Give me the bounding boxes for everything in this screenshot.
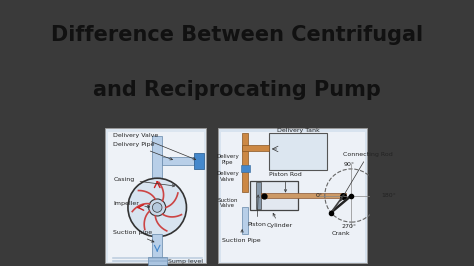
Text: Delivery
Pipe: Delivery Pipe <box>216 154 239 165</box>
Circle shape <box>128 178 186 237</box>
Text: Connecting Rod: Connecting Rod <box>340 152 393 201</box>
Bar <box>162 157 194 165</box>
Text: Delivery
Valve: Delivery Valve <box>216 171 239 182</box>
Bar <box>241 165 250 172</box>
Circle shape <box>149 199 166 216</box>
FancyBboxPatch shape <box>221 132 365 262</box>
Text: Sump level: Sump level <box>168 259 203 264</box>
Text: Crank: Crank <box>331 231 350 236</box>
Text: Suction pipe: Suction pipe <box>113 230 154 242</box>
Text: Impeller: Impeller <box>113 201 150 208</box>
Text: Casing: Casing <box>113 177 175 187</box>
Bar <box>269 133 328 170</box>
Bar <box>250 181 298 210</box>
Text: 90°: 90° <box>344 162 355 167</box>
Text: Delivery Tank: Delivery Tank <box>277 128 319 133</box>
FancyBboxPatch shape <box>108 132 204 262</box>
Bar <box>148 257 166 265</box>
FancyBboxPatch shape <box>219 128 367 263</box>
Circle shape <box>153 203 162 212</box>
Text: Cylinder: Cylinder <box>266 213 292 228</box>
Bar <box>153 136 162 197</box>
Bar <box>153 234 162 263</box>
Text: 0°: 0° <box>316 193 323 198</box>
Text: Delivery Valve: Delivery Valve <box>113 133 196 160</box>
Text: Suction
Valve: Suction Valve <box>218 198 238 209</box>
Text: Delivery Pipe: Delivery Pipe <box>113 142 173 160</box>
Text: and Reciprocating Pump: and Reciprocating Pump <box>93 80 381 100</box>
FancyBboxPatch shape <box>105 128 206 263</box>
Text: 270°: 270° <box>342 224 357 229</box>
Text: Piston: Piston <box>247 195 266 227</box>
Bar <box>242 145 269 151</box>
Bar <box>255 182 262 209</box>
Bar <box>242 133 248 192</box>
Bar <box>262 193 346 198</box>
Bar <box>242 207 248 234</box>
Text: Suction Pipe: Suction Pipe <box>222 230 261 243</box>
Text: Difference Between Centrifugal: Difference Between Centrifugal <box>51 25 423 45</box>
Text: 180°: 180° <box>381 193 396 198</box>
Bar <box>194 153 204 169</box>
Text: Piston Rod: Piston Rod <box>269 172 302 192</box>
